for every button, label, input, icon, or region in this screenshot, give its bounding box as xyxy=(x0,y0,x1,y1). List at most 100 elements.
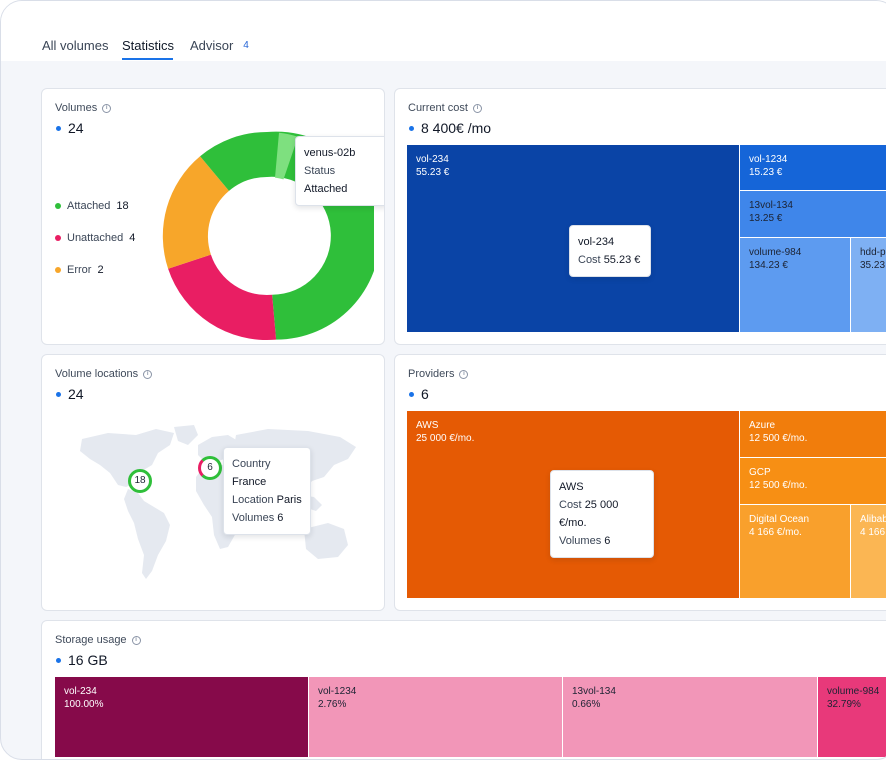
tooltip-provider-name: AWS xyxy=(559,481,584,493)
donut-segment-attached-2[interactable] xyxy=(200,131,267,191)
tooltip-value: Paris xyxy=(276,494,302,506)
active-tab-indicator xyxy=(122,58,173,60)
cell-name: volume-984 xyxy=(827,686,880,697)
cell-value: 0.66% xyxy=(572,699,601,710)
donut-segment-error[interactable] xyxy=(162,156,229,269)
tooltip-value: Attached xyxy=(304,183,348,195)
bullet-icon xyxy=(409,125,414,131)
tab-bar: All volumes Statistics Advisor 4 xyxy=(1,1,886,61)
total-value: 6 xyxy=(421,386,429,402)
storage-cell-volume-984[interactable]: volume-984 32.79% xyxy=(818,677,886,757)
donut-segment-hovered[interactable] xyxy=(275,132,298,180)
storage-total: 16 GB xyxy=(56,652,108,668)
volumes-total: 24 xyxy=(56,120,84,136)
cell-name: hdd-p xyxy=(860,247,886,258)
tab-all-volumes[interactable]: All volumes xyxy=(42,38,109,53)
cell-name: AWS xyxy=(416,420,439,431)
card-title-text: Volume locations xyxy=(55,368,139,380)
unattached-dot-icon xyxy=(55,235,61,241)
tooltip-value: 6 xyxy=(604,535,611,547)
treemap-cell-vol-1234[interactable]: vol-1234 15.23 € xyxy=(740,145,886,190)
current-cost-card: Current cost i 8 400€ /mo vol-234 55.23 … xyxy=(394,88,886,345)
legend-item-unattached[interactable]: Unattached 4 xyxy=(55,232,135,244)
treemap-cell-13vol-134[interactable]: 13vol-134 13.25 € xyxy=(740,191,886,237)
tooltip-volumes-row: Volumes 6 xyxy=(232,509,302,527)
tab-advisor[interactable]: Advisor xyxy=(190,38,234,53)
treemap-cell-alibaba[interactable]: Alibab 4 166 xyxy=(851,505,886,598)
card-title-text: Providers xyxy=(408,368,455,380)
cell-value: 55.23 € xyxy=(416,167,450,178)
locations-total: 24 xyxy=(56,386,84,402)
total-value: 24 xyxy=(68,386,84,402)
cell-name: Alibab xyxy=(860,514,886,525)
advisor-count-badge: 4 xyxy=(243,40,249,51)
legend-item-attached[interactable]: Attached 18 xyxy=(55,200,129,212)
treemap-cell-volume-984[interactable]: volume-984 134.23 € xyxy=(740,238,850,332)
storage-cell-vol-1234[interactable]: vol-1234 2.76% xyxy=(309,677,562,757)
cell-value: 13.25 € xyxy=(749,213,783,224)
cell-value: 15.23 € xyxy=(749,167,783,178)
card-title-text: Volumes xyxy=(55,102,98,114)
tooltip-label: Country xyxy=(232,458,271,470)
map-marker-paris[interactable]: 6 xyxy=(198,456,222,480)
info-icon[interactable]: i xyxy=(472,103,482,113)
cell-value: 32.79% xyxy=(827,699,861,710)
cell-name: volume-984 xyxy=(749,247,802,258)
storage-cell-13vol-134[interactable]: 13vol-134 0.66% xyxy=(563,677,817,757)
cell-name: vol-234 xyxy=(416,154,449,165)
tooltip-volumes-row: Volumes 6 xyxy=(559,532,645,550)
cell-value: 4 166 €/mo. xyxy=(749,527,802,538)
bullet-icon xyxy=(56,125,61,131)
cell-value: 12 500 €/mo. xyxy=(749,480,808,491)
provider-tooltip: AWS Cost 25 000 €/mo. Volumes 6 xyxy=(550,470,654,558)
cell-value: 12 500 €/mo. xyxy=(749,433,808,444)
bullet-icon xyxy=(409,391,414,397)
tooltip-value: 25 000 €/mo. xyxy=(559,499,619,529)
tooltip-location-row: Location Paris xyxy=(232,491,302,509)
locations-card-title: Volume locations i xyxy=(55,368,153,380)
info-icon[interactable]: i xyxy=(102,103,112,113)
cell-name: vol-1234 xyxy=(749,154,788,165)
info-icon[interactable]: i xyxy=(459,369,469,379)
tooltip-value: 55.23 € xyxy=(603,254,641,266)
info-icon[interactable]: i xyxy=(131,635,141,645)
tooltip-volume-name: vol-234 xyxy=(578,236,615,248)
volumes-card: Volumes i 24 Attached 18 Unattached 4 Er… xyxy=(41,88,385,345)
world-map xyxy=(80,425,356,579)
location-tooltip: Country France Location Paris Volumes 6 xyxy=(223,447,311,535)
tooltip-label: Cost xyxy=(559,499,582,511)
cell-value: 134.23 € xyxy=(749,260,788,271)
error-dot-icon xyxy=(55,267,61,273)
tooltip-label: Status xyxy=(304,165,336,177)
tooltip-volume-name: venus-02b xyxy=(304,147,356,159)
cost-total: 8 400€ /mo xyxy=(409,120,491,136)
map-marker-north-america[interactable]: 18 xyxy=(128,469,152,493)
tooltip-label: Volumes xyxy=(232,512,275,524)
tooltip-label: Location xyxy=(232,494,274,506)
treemap-cell-hdd-p[interactable]: hdd-p 35.23 xyxy=(851,238,886,332)
donut-segment-unattached[interactable] xyxy=(168,254,277,341)
legend-label: Unattached xyxy=(67,232,124,244)
info-icon[interactable]: i xyxy=(143,369,153,379)
tooltip-country-row: Country France xyxy=(232,455,302,491)
storage-cell-vol-234[interactable]: vol-234 100.00% xyxy=(55,677,308,757)
tooltip-cost-row: Cost 55.23 € xyxy=(578,251,642,269)
legend-item-error[interactable]: Error 2 xyxy=(55,264,104,276)
treemap-cell-azure[interactable]: Azure 12 500 €/mo. xyxy=(740,411,886,457)
cell-value: 25 000 €/mo. xyxy=(416,433,475,444)
card-title-text: Storage usage xyxy=(55,634,127,646)
volume-locations-card: Volume locations i 24 xyxy=(41,354,385,611)
cell-value: 4 166 xyxy=(860,527,886,538)
cell-value: 35.23 xyxy=(860,260,886,271)
legend-label: Attached xyxy=(67,200,111,212)
cost-tooltip: vol-234 Cost 55.23 € xyxy=(569,225,651,277)
treemap-cell-digital-ocean[interactable]: Digital Ocean 4 166 €/mo. xyxy=(740,505,850,598)
volumes-card-title: Volumes i xyxy=(55,102,112,114)
tooltip-label: Volumes xyxy=(559,535,602,547)
tab-statistics[interactable]: Statistics xyxy=(122,38,175,53)
tooltip-value: France xyxy=(232,476,267,488)
treemap-cell-gcp[interactable]: GCP 12 500 €/mo. xyxy=(740,458,886,504)
cost-card-title: Current cost i xyxy=(408,102,482,114)
providers-card-title: Providers i xyxy=(408,368,469,380)
